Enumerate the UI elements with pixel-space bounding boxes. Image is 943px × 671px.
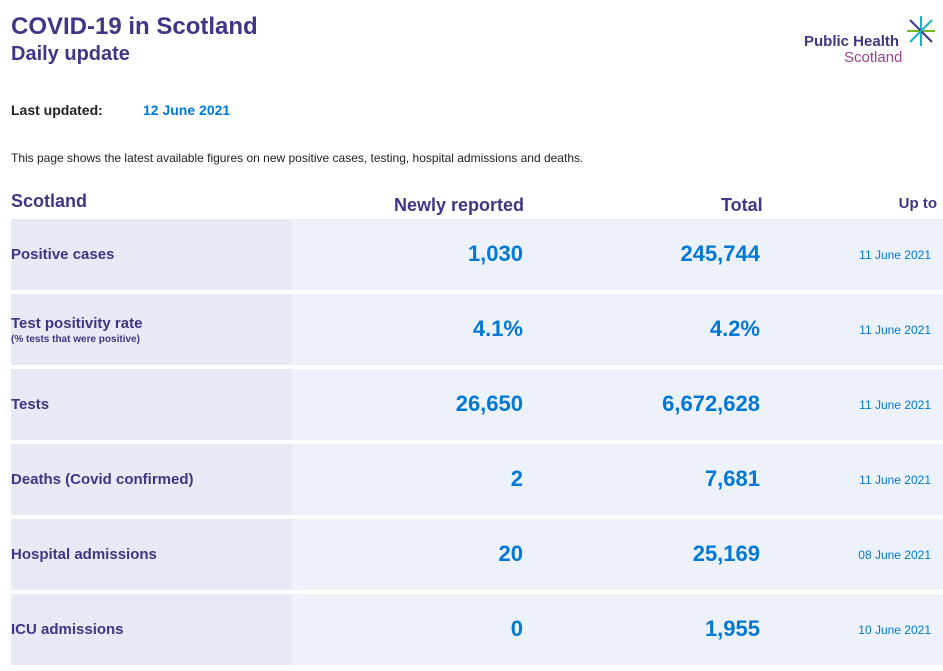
newly-reported-value: 2 (510, 466, 523, 491)
row-label-cell (11, 369, 292, 440)
up-to-date: 10 June 2021 (858, 623, 931, 637)
newly-reported-value: 1,030 (467, 241, 523, 266)
newly-reported-value: 26,650 (455, 391, 523, 416)
last-updated-label: Last updated: (11, 102, 103, 118)
last-updated-value: 12 June 2021 (143, 102, 231, 118)
page-subtitle: Daily update (11, 43, 130, 65)
logo-text-line1: Public Health (804, 33, 900, 50)
up-to-date: 11 June 2021 (859, 323, 931, 337)
header-region: Scotland (11, 191, 88, 211)
header-up-to: Up to (898, 195, 937, 212)
total-value: 1,955 (704, 616, 760, 641)
total-value: 7,681 (704, 466, 760, 491)
up-to-date: 11 June 2021 (859, 473, 931, 487)
intro-text: This page shows the latest available fig… (11, 151, 584, 165)
logo-star-icon (907, 16, 935, 46)
table-row-test-positivity: Test positivity rate (% tests that were … (11, 294, 943, 365)
row-label: Test positivity rate (11, 315, 143, 332)
table-row-hospital-admissions: Hospital admissions 20 25,169 08 June 20… (11, 519, 943, 590)
up-to-date: 08 June 2021 (858, 548, 931, 562)
total-value: 4.2% (709, 316, 760, 341)
row-label-cell (11, 444, 292, 515)
table-row-icu-admissions: ICU admissions 0 1,955 10 June 2021 (11, 594, 943, 665)
phs-logo: Public Health Scotland (800, 14, 940, 69)
row-label-cell (11, 519, 292, 590)
newly-reported-value: 20 (498, 541, 523, 566)
row-label: Hospital admissions (11, 546, 157, 563)
row-label-cell (11, 294, 292, 365)
header-newly-reported: Newly reported (394, 195, 525, 215)
newly-reported-value: 0 (510, 616, 523, 641)
up-to-date: 11 June 2021 (859, 248, 931, 262)
row-label: ICU admissions (11, 621, 124, 638)
table-row-tests: Tests 26,650 6,672,628 11 June 2021 (11, 369, 943, 440)
total-value: 245,744 (680, 241, 760, 266)
row-label: Deaths (Covid confirmed) (11, 471, 194, 488)
logo-text-line2: Scotland (844, 49, 903, 66)
total-value: 25,169 (692, 541, 760, 566)
table-row-deaths: Deaths (Covid confirmed) 2 7,681 11 June… (11, 444, 943, 515)
total-value: 6,672,628 (662, 391, 760, 416)
row-sublabel: (% tests that were positive) (11, 334, 140, 345)
row-label: Tests (11, 396, 50, 413)
row-label: Positive cases (11, 246, 115, 263)
up-to-date: 11 June 2021 (859, 398, 931, 412)
newly-reported-value: 4.1% (472, 316, 523, 341)
row-label-cell (11, 219, 292, 290)
table-row-positive-cases: Positive cases 1,030 245,744 11 June 202… (11, 219, 943, 290)
page-title: COVID-19 in Scotland (11, 13, 258, 40)
header-total: Total (721, 195, 763, 215)
row-label-cell (11, 594, 292, 665)
